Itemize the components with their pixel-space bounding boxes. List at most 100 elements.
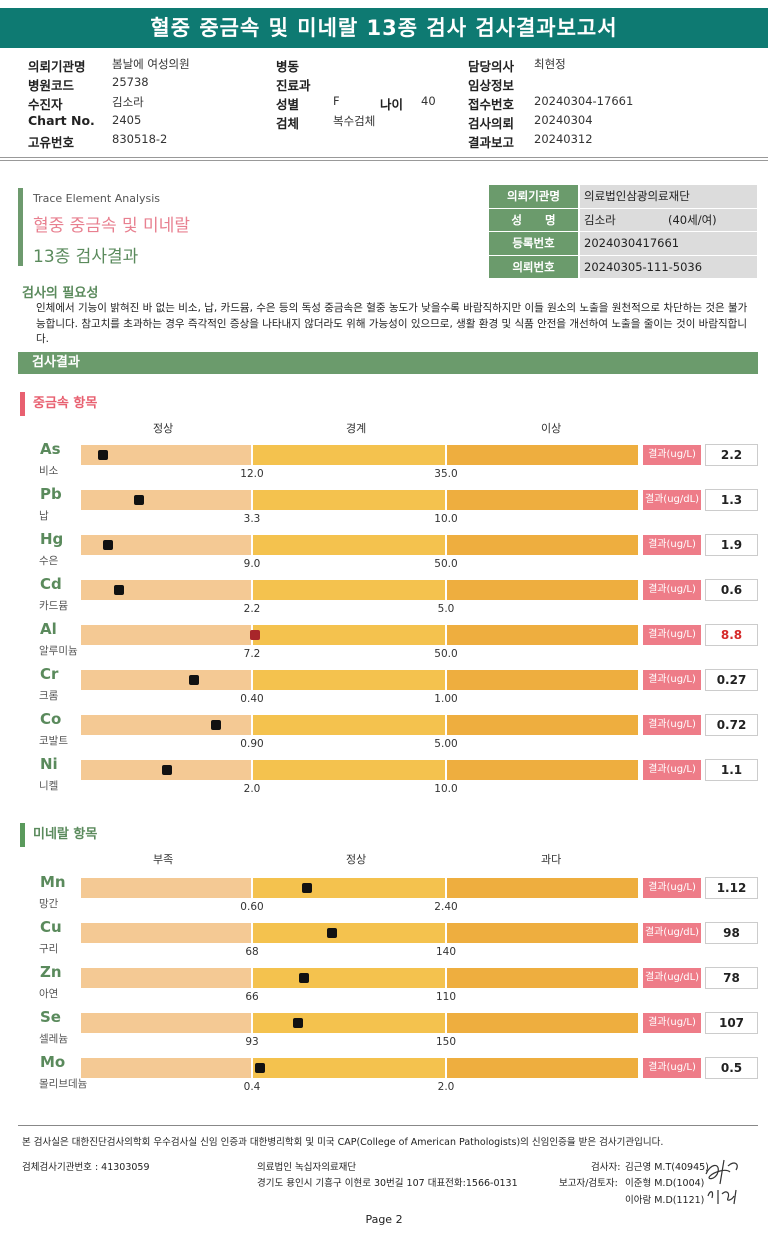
range-track bbox=[81, 715, 638, 735]
threshold-low: 0.90 bbox=[240, 738, 264, 750]
zone-low bbox=[81, 670, 251, 690]
result-section-header: 검사결과 bbox=[18, 352, 758, 374]
result-unit-label: 결과(ug/L) bbox=[643, 580, 701, 600]
foundation-name: 의료법인 녹십자의료재단 bbox=[257, 1162, 357, 1173]
range-track bbox=[81, 490, 638, 510]
zone-high bbox=[445, 760, 638, 780]
threshold-high: 5.0 bbox=[437, 603, 455, 615]
element-row-ni: Ni 니켈 2.0 10.0 결과(ug/L) 1.1 bbox=[0, 755, 768, 800]
zone-low bbox=[81, 968, 251, 988]
result-value: 107 bbox=[705, 1012, 758, 1034]
result-value: 0.6 bbox=[705, 579, 758, 601]
result-unit-label: 결과(ug/dL) bbox=[643, 968, 701, 988]
zone-high bbox=[445, 625, 638, 645]
value-marker bbox=[302, 883, 312, 893]
element-row-cd: Cd 카드뮴 2.2 5.0 결과(ug/L) 0.6 bbox=[0, 575, 768, 620]
result-value: 8.8 bbox=[705, 624, 758, 646]
threshold-high: 50.0 bbox=[434, 648, 458, 660]
result-value: 1.3 bbox=[705, 489, 758, 511]
element-symbol: Mn bbox=[40, 873, 66, 891]
value-marker bbox=[299, 973, 309, 983]
age-label: 나이 bbox=[380, 97, 404, 112]
patient-label: 수진자 bbox=[28, 97, 63, 112]
patient-summary-table: 의뢰기관명 의료법인삼광의료재단 성 명 김소라 (40세/여) 등록번호 20240… bbox=[489, 185, 757, 279]
accreditation-note: 본 검사실은 대한진단검사의학회 우수검사실 신임 인증과 대한병리학회 및 미… bbox=[22, 1137, 664, 1148]
patient-value: 김소라 bbox=[112, 95, 144, 109]
summary-value: 2024030417661 bbox=[580, 232, 757, 255]
threshold-low: 2.0 bbox=[243, 783, 261, 795]
signature-image bbox=[705, 1159, 738, 1205]
result-value: 98 bbox=[705, 922, 758, 944]
range-track bbox=[81, 923, 638, 943]
summary-key: 등록번호 bbox=[489, 232, 578, 255]
necessity-text: 인체에서 기능이 밝혀진 바 없는 비소, 납, 카드뮴, 수은 등의 독성 중… bbox=[36, 302, 748, 345]
zone-mid bbox=[251, 670, 445, 690]
value-marker bbox=[162, 765, 172, 775]
result-unit-label: 결과(ug/L) bbox=[643, 445, 701, 465]
page-number: Page 2 bbox=[365, 1213, 403, 1226]
result-unit-label: 결과(ug/L) bbox=[643, 878, 701, 898]
value-marker bbox=[98, 450, 108, 460]
report-date-label: 결과보고 bbox=[468, 135, 515, 150]
element-name: 몰리브데늄 bbox=[39, 1078, 88, 1090]
hospital-value: 봄날에 여성의원 bbox=[112, 57, 190, 71]
threshold-low: 12.0 bbox=[240, 468, 264, 480]
element-symbol: Ni bbox=[40, 755, 58, 773]
threshold-high: 10.0 bbox=[434, 513, 458, 525]
threshold-high: 1.00 bbox=[434, 693, 458, 705]
zone-high bbox=[445, 715, 638, 735]
element-symbol: As bbox=[40, 440, 61, 458]
threshold-high: 2.0 bbox=[437, 1081, 455, 1093]
element-name: 니켈 bbox=[39, 780, 59, 792]
result-unit-label: 결과(ug/dL) bbox=[643, 490, 701, 510]
threshold-low: 66 bbox=[245, 991, 259, 1003]
result-unit-label: 결과(ug/L) bbox=[643, 625, 701, 645]
analysis-title-1: 혈중 중금속 및 미네랄 bbox=[33, 216, 190, 236]
report-title: 혈중 중금속 및 미네랄 13종 검사 검사결과보고서 bbox=[0, 8, 768, 48]
element-row-co: Co 코발트 0.90 5.00 결과(ug/L) 0.72 bbox=[0, 710, 768, 755]
result-unit-label: 결과(ug/L) bbox=[643, 535, 701, 555]
clinical-label: 임상정보 bbox=[468, 78, 515, 93]
doctor-value: 최현정 bbox=[534, 57, 566, 71]
zone-low bbox=[81, 445, 251, 465]
element-name: 크롬 bbox=[39, 690, 59, 702]
specimen-value: 복수검체 bbox=[333, 114, 376, 128]
element-name: 아연 bbox=[39, 988, 59, 1000]
zone-label-normal: 정상 bbox=[153, 422, 174, 435]
request-label: 검사의뢰 bbox=[468, 116, 515, 131]
range-track bbox=[81, 625, 638, 645]
element-name: 구리 bbox=[39, 943, 59, 955]
range-track bbox=[81, 670, 638, 690]
threshold-high: 150 bbox=[435, 1036, 457, 1048]
threshold-high: 10.0 bbox=[434, 783, 458, 795]
analysis-subtitle: Trace Element Analysis bbox=[33, 192, 161, 205]
threshold-low: 3.3 bbox=[243, 513, 261, 525]
summary-value: 의료법인삼광의료재단 bbox=[580, 185, 757, 208]
threshold-low: 9.0 bbox=[243, 558, 261, 570]
zone-mid bbox=[251, 968, 445, 988]
result-unit-label: 결과(ug/L) bbox=[643, 760, 701, 780]
zone-high bbox=[445, 878, 638, 898]
summary-age: (40세/여) bbox=[668, 212, 717, 227]
age-value: 40 bbox=[421, 94, 436, 108]
range-track bbox=[81, 535, 638, 555]
zone-low bbox=[81, 490, 251, 510]
zone-low bbox=[81, 580, 251, 600]
zone-mid bbox=[251, 923, 445, 943]
code-value: 25738 bbox=[112, 75, 149, 89]
reporter-name-2: 이아람 M.D(1121) bbox=[625, 1195, 705, 1206]
element-row-al: Al 알루미늄 7.2 50.0 결과(ug/L) 8.8 bbox=[0, 620, 768, 665]
threshold-high: 110 bbox=[435, 991, 457, 1003]
id-value: 830518-2 bbox=[112, 132, 168, 146]
element-name: 카드뮴 bbox=[39, 600, 68, 612]
zone-label-deficient: 부족 bbox=[153, 853, 174, 866]
tester-label: 검사자: bbox=[591, 1162, 621, 1173]
threshold-high: 140 bbox=[435, 946, 457, 958]
chart-label: Chart No. bbox=[28, 113, 95, 128]
doctor-label: 담당의사 bbox=[468, 59, 515, 74]
mineral-section-title: 미네랄 항목 bbox=[20, 823, 97, 847]
element-row-mn: Mn 망간 0.60 2.40 결과(ug/L) 1.12 bbox=[0, 873, 768, 918]
threshold-high: 50.0 bbox=[434, 558, 458, 570]
element-symbol: Cd bbox=[40, 575, 62, 593]
zone-low bbox=[81, 1058, 251, 1078]
